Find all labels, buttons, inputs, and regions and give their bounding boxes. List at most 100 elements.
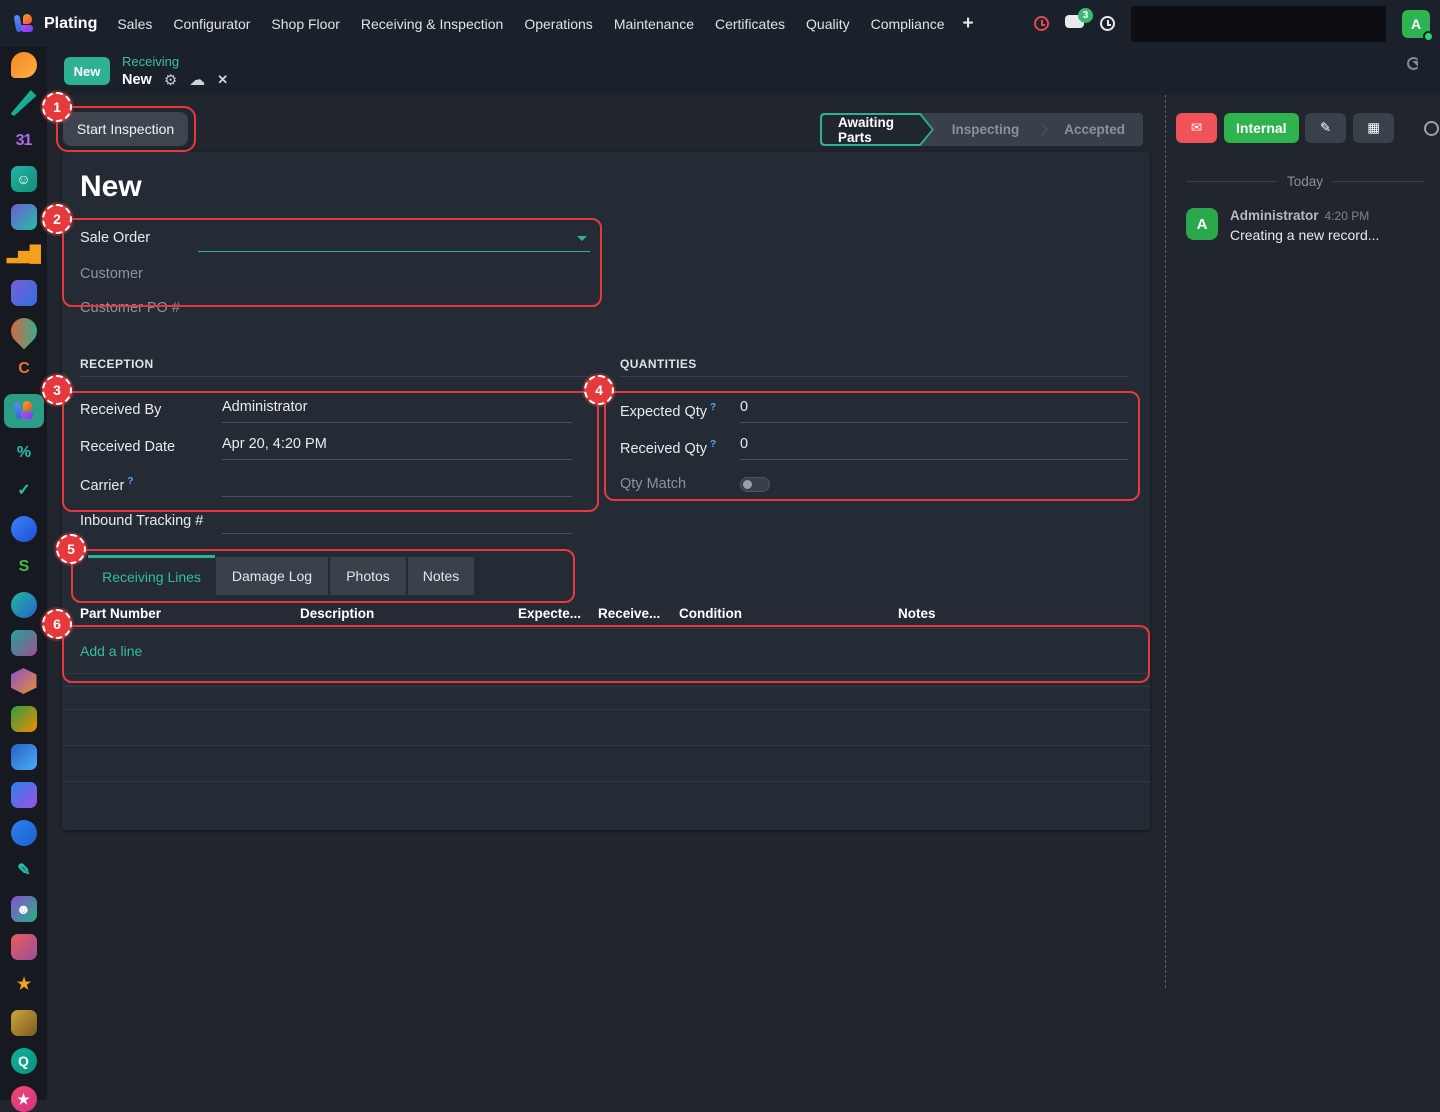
gear-icon[interactable]: ⚙ [163, 72, 178, 89]
plating-app-icon-active[interactable] [3, 394, 44, 428]
customer-po-label: Customer PO # [80, 300, 180, 316]
menu-compliance[interactable]: Compliance [870, 15, 945, 32]
statusbar-step-inspecting[interactable]: Inspecting [951, 122, 1020, 137]
timeoff-app-icon[interactable] [10, 516, 37, 542]
empty-table-row [62, 781, 1150, 782]
activity-clock-icon[interactable] [1100, 16, 1115, 31]
tab-notes[interactable]: Notes [408, 557, 474, 595]
breadcrumb-current: New [122, 72, 152, 88]
statusbar-step-awaiting-parts[interactable]: Awaiting Parts [820, 113, 934, 146]
messages-badge: 3 [1078, 7, 1093, 23]
tab-receiving-lines[interactable]: Receiving Lines [102, 568, 201, 585]
sign-app-icon[interactable]: ✎ [17, 862, 30, 879]
menu-certificates[interactable]: Certificates [714, 15, 786, 32]
help-icon[interactable]: ? [710, 439, 717, 450]
empty-table-row [62, 709, 1150, 710]
start-inspection-button[interactable]: Start Inspection [63, 112, 188, 146]
plating-mini-logo-icon [12, 399, 36, 423]
help-icon[interactable]: ? [710, 402, 717, 413]
inbound-tracking-label: Inbound Tracking # [80, 513, 204, 529]
menu-shop-floor[interactable]: Shop Floor [271, 15, 340, 32]
knowledge-app-icon[interactable] [10, 90, 37, 116]
tab-damage-log[interactable]: Damage Log [216, 557, 328, 595]
col-condition: Condition [679, 606, 742, 621]
inbound-tracking-input[interactable] [222, 510, 572, 534]
schedule-activity-button[interactable]: ▦ [1353, 113, 1394, 143]
edit-note-button[interactable]: ✎ [1305, 113, 1346, 143]
pencil-square-icon: ✎ [1319, 120, 1332, 135]
payroll-app-icon[interactable] [10, 1010, 37, 1036]
breadcrumb-parent[interactable]: Receiving [122, 54, 180, 69]
employees-app-icon[interactable]: ☺ [10, 166, 37, 192]
discuss-app-icon[interactable] [10, 52, 37, 78]
message-avatar: A [1186, 208, 1218, 240]
panel-resize-divider[interactable] [1165, 95, 1166, 988]
links-app-icon[interactable] [10, 820, 37, 846]
calendar-icon: ▦ [1367, 120, 1380, 135]
empty-table-row [62, 745, 1150, 746]
message-author: Administrator 4:20 PM [1230, 208, 1370, 223]
map-pin-app-icon[interactable] [5, 312, 42, 350]
project-app-icon[interactable] [10, 204, 37, 230]
discard-icon[interactable]: ✕ [217, 72, 229, 87]
send-message-button[interactable]: ✉ [1176, 113, 1217, 143]
menu-sales[interactable]: Sales [117, 15, 153, 32]
inventory-app-icon[interactable] [10, 668, 37, 694]
sale-order-label: Sale Order [80, 230, 151, 246]
calendar-app-icon[interactable]: 31 [15, 132, 33, 149]
help-icon[interactable]: ? [127, 476, 134, 487]
recruitment-app-icon[interactable] [10, 782, 37, 808]
reception-heading: RECEPTION [80, 357, 154, 371]
qty-match-label: Qty Match [620, 476, 687, 492]
received-qty-label: Received Qty? [620, 439, 717, 457]
studio-app-icon[interactable]: S [18, 558, 30, 575]
user-avatar[interactable]: A [1402, 9, 1434, 42]
plus-icon[interactable]: + [962, 12, 974, 34]
received-qty-input[interactable]: 0 [740, 436, 1128, 460]
website-app-icon[interactable] [10, 592, 37, 618]
crm-app-icon[interactable]: C [18, 360, 30, 377]
menu-receiving-inspection[interactable]: Receiving & Inspection [360, 15, 504, 32]
received-date-input[interactable]: Apr 20, 4:20 PM [222, 436, 572, 460]
search-icon[interactable] [1424, 121, 1439, 136]
menu-maintenance[interactable]: Maintenance [613, 15, 694, 32]
presentation-app-icon[interactable] [10, 744, 37, 770]
log-internal-note-button[interactable]: Internal [1224, 113, 1299, 143]
today-divider: Today [1186, 174, 1424, 189]
dashboards-app-icon[interactable] [10, 280, 37, 306]
timer-icon[interactable] [1034, 16, 1049, 31]
chevron-down-icon[interactable] [577, 236, 587, 246]
messages-icon[interactable]: 3 [1065, 7, 1093, 33]
menu-configurator[interactable]: Configurator [173, 15, 251, 32]
received-by-input[interactable]: Administrator [222, 399, 572, 423]
cloud-save-icon[interactable]: ☁ [189, 72, 206, 89]
plating-logo-icon[interactable] [12, 12, 36, 36]
main-menu: Sales Configurator Shop Floor Receiving … [117, 16, 944, 32]
hr-people-app-icon[interactable]: ☻ [10, 896, 37, 922]
todo-app-icon[interactable]: ✓ [17, 482, 30, 499]
carrier-input[interactable] [222, 473, 572, 497]
elearning-app-icon[interactable] [10, 706, 37, 732]
breadcrumb-strip: New Receiving New ⚙ ☁ ✕ [47, 47, 1440, 95]
analytics-app-icon[interactable]: ▂▅█ [7, 246, 41, 263]
app-name[interactable]: Plating [44, 14, 98, 32]
statusbar-step-accepted[interactable]: Accepted [1064, 122, 1125, 137]
qty-match-toggle[interactable] [740, 477, 770, 492]
rewards-app-icon[interactable]: ★ [10, 1086, 37, 1112]
payments-app-icon[interactable] [10, 630, 37, 656]
sale-order-input[interactable] [198, 228, 590, 252]
empty-table-row [62, 673, 1150, 674]
message-text: Creating a new record... [1230, 227, 1380, 243]
menu-operations[interactable]: Operations [524, 15, 593, 32]
expenses-app-icon[interactable]: % [16, 444, 31, 461]
membership-app-icon[interactable] [10, 934, 37, 960]
loyalty-app-icon[interactable]: ★ [16, 976, 31, 993]
envelope-icon: ✉ [1190, 120, 1203, 135]
tab-photos[interactable]: Photos [330, 557, 406, 595]
menu-quality[interactable]: Quality [806, 15, 850, 32]
add-a-line-link[interactable]: Add a line [80, 643, 143, 659]
expected-qty-input[interactable]: 0 [740, 399, 1128, 423]
quality-app-icon[interactable]: Q [10, 1048, 37, 1074]
refresh-icon[interactable] [1407, 57, 1420, 70]
statusbar: Awaiting Parts Inspecting Accepted [820, 113, 1143, 146]
